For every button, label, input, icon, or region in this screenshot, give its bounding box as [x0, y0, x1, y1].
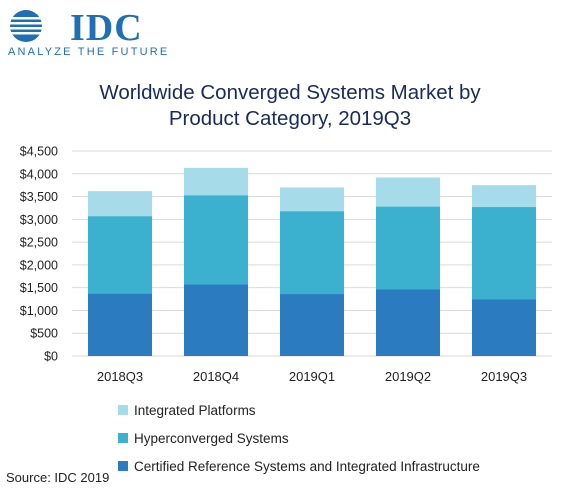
- y-tick-label: $2,000: [20, 258, 58, 272]
- bar-segment: [376, 289, 440, 356]
- legend-label: Certified Reference Systems and Integrat…: [134, 458, 480, 474]
- x-tick-label: 2018Q4: [193, 369, 239, 384]
- bar-segment: [280, 187, 344, 212]
- logo-tagline: ANALYZE THE FUTURE: [8, 46, 170, 58]
- stacked-bar-chart: $0 $500 $1,000 $1,500 $2,000 $2,500 $3,000 $3,5…: [20, 145, 552, 384]
- chart-title-line-1: Worldwide Converged Systems Market by: [99, 81, 481, 104]
- legend-label: Integrated Platforms: [134, 402, 256, 418]
- bar-segment: [88, 191, 152, 217]
- bar-segment: [184, 195, 248, 285]
- legend-swatch: [118, 461, 128, 471]
- chart-title: Worldwide Converged Systems Market by Pr…: [60, 80, 520, 132]
- bar-segment: [472, 185, 536, 208]
- legend-item: Integrated Platforms: [118, 396, 480, 424]
- x-tick-label: 2019Q3: [481, 369, 527, 384]
- y-tick-label: $0: [44, 350, 58, 364]
- y-tick-label: $4,000: [20, 167, 58, 181]
- y-tick-label: $3,000: [20, 213, 58, 227]
- y-tick-label: $1,000: [20, 304, 58, 318]
- y-tick-label: $1,500: [20, 281, 58, 295]
- y-tick-label: $2,500: [20, 236, 58, 250]
- bar-segment: [88, 216, 152, 294]
- chart-legend: Integrated Platforms Hyperconverged Syste…: [118, 396, 480, 480]
- legend-item: Certified Reference Systems and Integrat…: [118, 452, 480, 480]
- x-tick-label: 2018Q3: [97, 369, 143, 384]
- x-tick-label: 2019Q2: [385, 369, 431, 384]
- bar-segment: [88, 293, 152, 356]
- chart-title-line-2: Product Category, 2019Q3: [168, 107, 412, 130]
- idc-globe-icon: [10, 10, 42, 42]
- legend-label: Hyperconverged Systems: [134, 430, 289, 446]
- bar-segment: [184, 284, 248, 356]
- y-tick-label: $4,500: [20, 145, 58, 159]
- bar-segment: [184, 167, 248, 196]
- bar-segment: [376, 177, 440, 207]
- bar-segment: [376, 206, 440, 290]
- legend-swatch: [118, 405, 128, 415]
- legend-swatch: [118, 433, 128, 443]
- logo-text: IDC: [70, 7, 143, 49]
- bar-segment: [472, 299, 536, 356]
- legend-item: Hyperconverged Systems: [118, 424, 480, 452]
- bar-segment: [472, 207, 536, 300]
- idc-logo: IDC ANALYZE THE FUTURE: [6, 6, 167, 58]
- y-tick-label: $3,500: [20, 190, 58, 204]
- source-note: Source: IDC 2019: [6, 470, 110, 485]
- bar-segment: [280, 294, 344, 356]
- bar-segment: [280, 211, 344, 295]
- y-tick-label: $500: [30, 327, 58, 341]
- x-tick-label: 2019Q1: [289, 369, 335, 384]
